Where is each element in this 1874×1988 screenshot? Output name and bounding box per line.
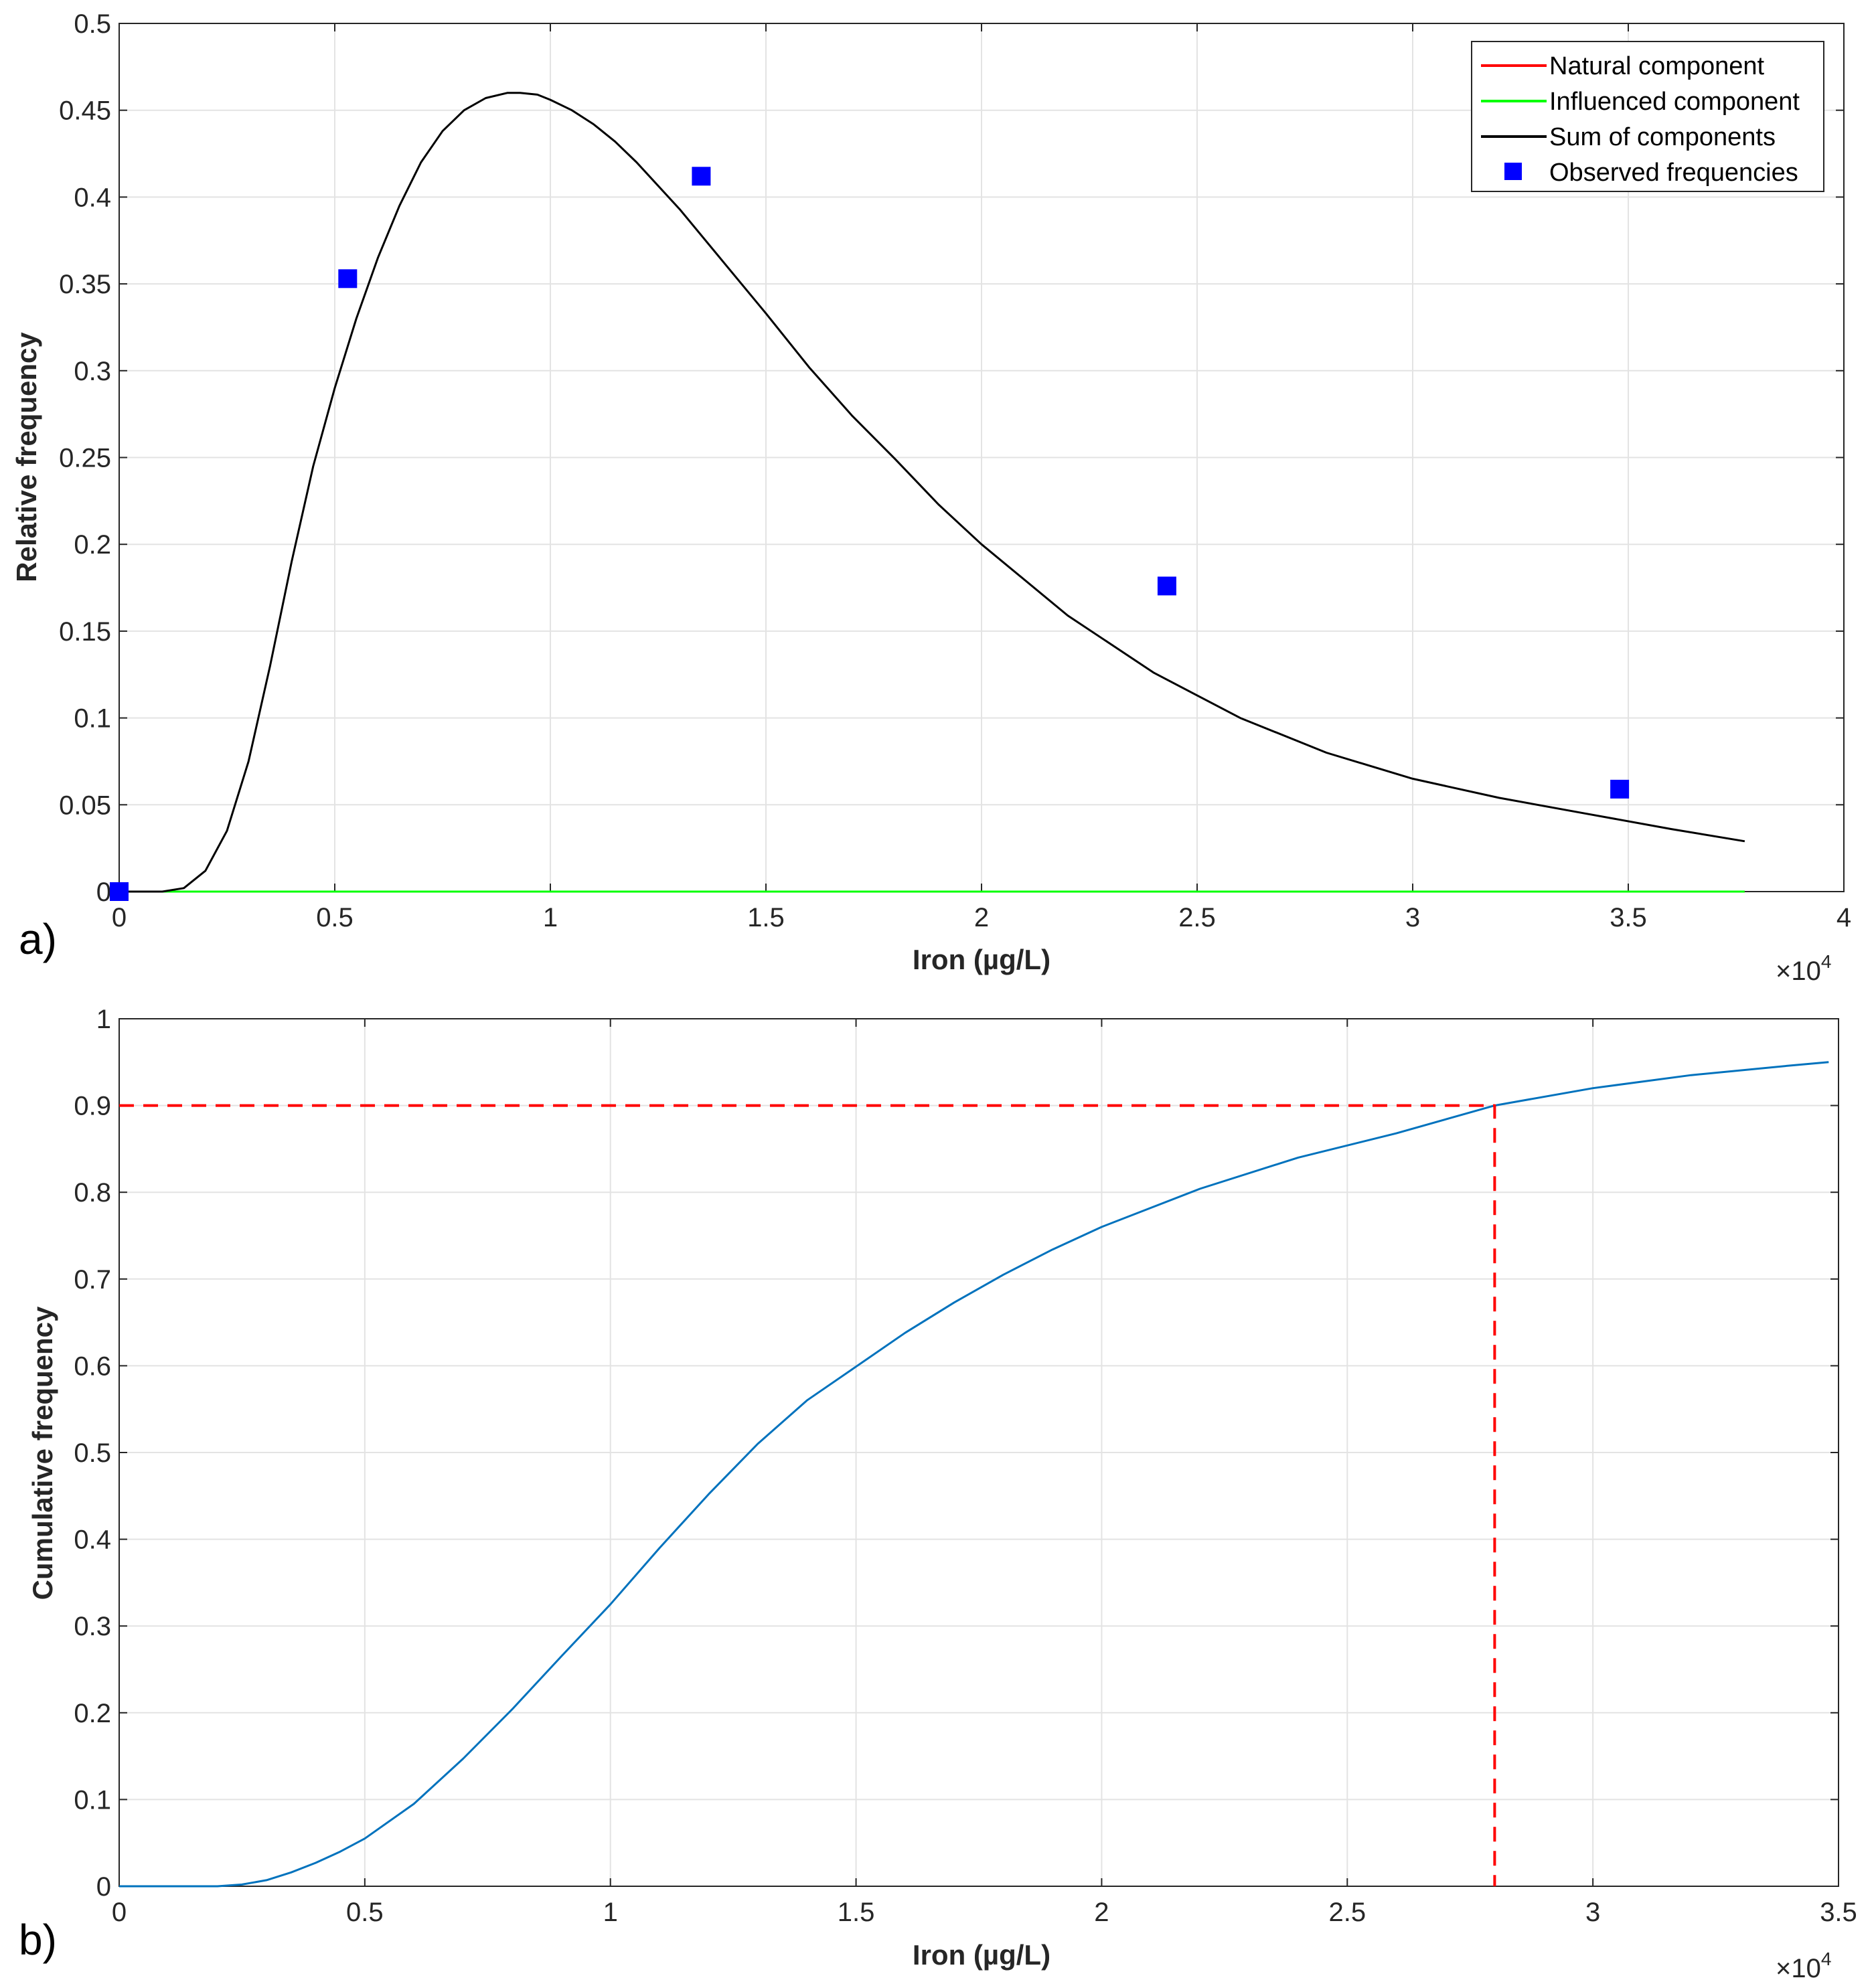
legend-entry-observed: Observed frequencies xyxy=(1504,159,1798,187)
y-tick-labels-b: 0 0.1 0.2 0.3 0.4 0.5 0.6 0.7 0.8 0.9 1 xyxy=(74,1005,111,1902)
panel-label-b: b) xyxy=(19,1916,57,1964)
y-tick-label-b: 0.2 xyxy=(74,1699,111,1728)
y-tick-label-a: 0.2 xyxy=(74,530,111,560)
x-tick-label-a: 3 xyxy=(1405,903,1420,932)
series-b xyxy=(119,1061,1829,1888)
cumulative-curve-line xyxy=(119,1061,1829,1888)
x-tick-label-a: 0.5 xyxy=(316,903,354,932)
observed-point-1 xyxy=(338,269,358,288)
y-axis-label-a: Relative frequency xyxy=(11,332,42,582)
y-tick-label-a: 0.1 xyxy=(74,704,111,734)
y-tick-label-b: 0.9 xyxy=(74,1092,111,1121)
y-tick-label-b: 0.4 xyxy=(74,1525,111,1555)
legend-label-natural: Natural component xyxy=(1549,52,1765,80)
x-multiplier-exp-b: 4 xyxy=(1821,1949,1832,1969)
ticks-b xyxy=(119,1018,1839,1887)
x-tick-label-a: 2.5 xyxy=(1178,903,1216,932)
y-tick-label-b: 0.6 xyxy=(74,1351,111,1381)
x-multiplier-base-a: ×10 xyxy=(1776,957,1821,986)
x-tick-labels-a: 0 0.5 1 1.5 2 2.5 3 3.5 4 xyxy=(112,903,1851,932)
y-tick-label-b: 1 xyxy=(96,1005,111,1034)
x-tick-label-b: 2 xyxy=(1094,1898,1109,1927)
y-tick-label-a: 0.35 xyxy=(59,270,111,299)
observed-point-3 xyxy=(1157,576,1176,596)
x-multiplier-base-b: ×10 xyxy=(1776,1954,1821,1983)
x-tick-label-b: 3 xyxy=(1585,1898,1600,1927)
legend-label-influenced: Influenced component xyxy=(1549,88,1800,116)
x-tick-label-a: 1 xyxy=(543,903,558,932)
sum-of-components-line xyxy=(119,92,1745,893)
y-tick-label-a: 0.5 xyxy=(74,9,111,39)
legend-a: Natural component Influenced component S… xyxy=(1471,41,1824,192)
x-tick-label-a: 3.5 xyxy=(1610,903,1647,932)
observed-point-2 xyxy=(692,167,711,186)
x-tick-labels-b: 0 0.5 1 1.5 2 2.5 3 3.5 xyxy=(112,1898,1857,1927)
x-axis-label-a: Iron (µg/L) xyxy=(913,944,1050,975)
y-tick-label-a: 0.45 xyxy=(59,96,111,126)
x-tick-label-a: 2 xyxy=(974,903,989,932)
x-tick-label-b: 0.5 xyxy=(346,1898,384,1927)
x-axis-label-b: Iron (µg/L) xyxy=(913,1939,1050,1971)
x-tick-label-b: 3.5 xyxy=(1820,1898,1857,1927)
y-tick-label-a: 0.05 xyxy=(59,791,111,820)
series-a xyxy=(110,92,1745,901)
chart-b: 0 0.5 1 1.5 2 2.5 3 3.5 00.10.20.30.40.50.60.70… xyxy=(19,1005,1857,1983)
y-tick-label-b: 0.1 xyxy=(74,1785,111,1815)
legend-label-sum: Sum of components xyxy=(1549,123,1776,151)
x-tick-label-b: 2.5 xyxy=(1328,1898,1366,1927)
y-tick-label-b: 0.3 xyxy=(74,1612,111,1641)
x-tick-label-b: 1.5 xyxy=(838,1898,875,1927)
x-tick-label-a: 1.5 xyxy=(747,903,785,932)
observed-point-4 xyxy=(1610,779,1630,799)
legend-entry-natural: Natural component xyxy=(1481,52,1765,80)
y-tick-label-b: 0.7 xyxy=(74,1265,111,1295)
x-multiplier-b: ×104 xyxy=(1776,1949,1831,1983)
y-tick-label-a: 0.15 xyxy=(59,617,111,647)
y-tick-label-b: 0 xyxy=(96,1872,111,1902)
y-tick-labels-a: 0 0.05 0.1 0.15 0.2 0.25 0.3 0.35 0.4 0.45 0.5 xyxy=(59,9,111,907)
legend-label-observed: Observed frequencies xyxy=(1549,159,1798,187)
legend-swatch-observed xyxy=(1504,163,1522,180)
chart-a: 0 0.5 1 1.5 2 2.5 3 3.5 4 0 0.05 0.1 0.15 0.2 0.25 0.3… xyxy=(11,9,1851,986)
y-tick-label-a: 0 xyxy=(96,878,111,907)
y-tick-label-a: 0.4 xyxy=(74,183,111,212)
x-tick-label-a: 0 xyxy=(112,903,127,932)
legend-entry-influenced: Influenced component xyxy=(1481,88,1800,116)
y-tick-label-a: 0.3 xyxy=(74,357,111,386)
y-axis-label-b: Cumulative frequency xyxy=(27,1306,58,1600)
panel-label-a: a) xyxy=(19,915,57,963)
y-tick-label-b: 0.5 xyxy=(74,1438,111,1468)
x-tick-label-b: 0 xyxy=(112,1898,127,1927)
y-tick-label-a: 0.25 xyxy=(59,444,111,473)
legend-entry-sum: Sum of components xyxy=(1481,123,1776,151)
x-multiplier-a: ×104 xyxy=(1776,951,1831,986)
x-multiplier-exp-a: 4 xyxy=(1821,951,1832,972)
observed-point-0 xyxy=(110,882,129,901)
x-tick-label-b: 1 xyxy=(603,1898,618,1927)
x-tick-label-a: 4 xyxy=(1837,903,1851,932)
y-tick-label-b: 0.8 xyxy=(74,1178,111,1208)
reference-0-9-threshold-line xyxy=(119,1104,1496,1886)
